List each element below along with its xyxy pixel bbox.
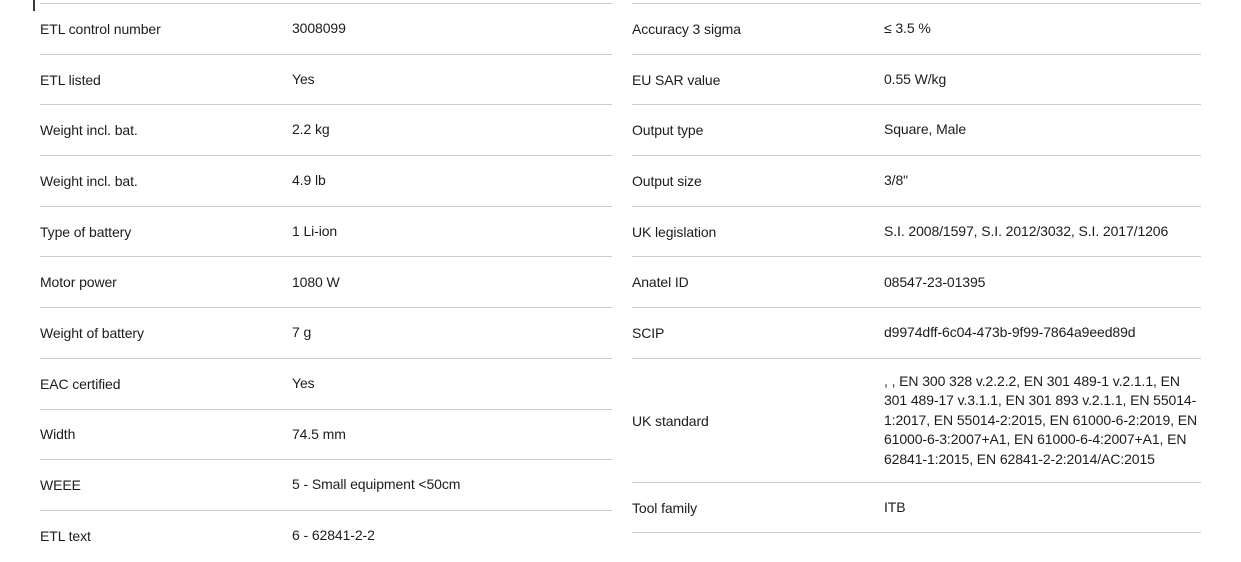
spec-row: WEEE 5 - Small equipment <50cm	[40, 459, 612, 510]
spec-label: Anatel ID	[632, 274, 689, 291]
spec-label: ETL control number	[40, 20, 161, 37]
spec-value: 3008099	[292, 20, 346, 37]
spec-value: 7 g	[292, 324, 312, 341]
spec-value: ≤ 3.5 %	[884, 20, 931, 37]
spec-row: ETL control number 3008099	[40, 3, 612, 54]
spec-row: Output size 3/8"	[632, 155, 1201, 206]
spec-row: Accuracy 3 sigma ≤ 3.5 %	[632, 3, 1201, 54]
spec-row: Weight incl. bat. 4.9 lb	[40, 155, 612, 206]
spec-value: Yes	[292, 70, 315, 87]
spec-row: SCIP d9974dff-6c04-473b-9f99-7864a9eed89…	[632, 307, 1201, 358]
spec-table-left: ETL control number 3008099 ETL listed Ye…	[40, 3, 612, 561]
spec-label: UK legislation	[632, 223, 717, 240]
spec-value: 1080 W	[292, 273, 340, 290]
spec-row: Weight incl. bat. 2.2 kg	[40, 104, 612, 155]
spec-label: Weight incl. bat.	[40, 172, 138, 189]
spec-label: WEEE	[40, 477, 81, 494]
spec-label: Motor power	[40, 274, 117, 291]
spec-label: EAC certified	[40, 375, 121, 392]
spec-label: UK standard	[632, 412, 709, 429]
spec-value: Yes	[292, 374, 315, 391]
spec-row: Type of battery 1 Li-ion	[40, 205, 612, 257]
spec-row: Weight of battery 7 g	[40, 307, 612, 358]
spec-value: , , EN 300 328 v.2.2.2, EN 301 489-1 v.2…	[884, 372, 1197, 467]
spec-row: Anatel ID 08547-23-01395	[632, 256, 1201, 307]
spec-row: Width 74.5 mm	[40, 408, 612, 460]
spec-label: Accuracy 3 sigma	[632, 20, 741, 37]
page-edge-artifact	[33, 0, 35, 11]
spec-value: ITB	[884, 498, 906, 515]
spec-label: EU SAR value	[632, 71, 721, 88]
spec-value: 5 - Small equipment <50cm	[292, 476, 461, 493]
spec-value: 08547-23-01395	[884, 273, 986, 290]
spec-row: EAC certified Yes	[40, 357, 612, 409]
spec-label: Weight of battery	[40, 324, 144, 341]
spec-value: Square, Male	[884, 121, 967, 138]
spec-label: Output size	[632, 172, 702, 189]
spec-value: 0.55 W/kg	[884, 70, 947, 87]
spec-label: Type of battery	[40, 223, 132, 240]
spec-label: Width	[40, 426, 76, 443]
spec-value: 6 - 62841-2-2	[292, 526, 375, 543]
spec-row: Motor power 1080 W	[40, 256, 612, 307]
spec-row: Output type Square, Male	[632, 104, 1201, 155]
spec-label: SCIP	[632, 324, 665, 341]
spec-label: Weight incl. bat.	[40, 122, 138, 139]
spec-row: EU SAR value 0.55 W/kg	[632, 53, 1201, 105]
spec-value: 74.5 mm	[292, 425, 346, 442]
spec-value: 3/8"	[884, 172, 909, 189]
spec-label: ETL text	[40, 527, 91, 544]
spec-value: 1 Li-ion	[292, 222, 338, 239]
spec-row: ETL text 6 - 62841-2-2	[40, 509, 612, 561]
spec-row: ETL listed Yes	[40, 53, 612, 105]
spec-value: d9974dff-6c04-473b-9f99-7864a9eed89d	[884, 324, 1136, 341]
spec-value: 2.2 kg	[292, 121, 330, 138]
spec-label: Output type	[632, 122, 704, 139]
spec-value: S.I. 2008/1597, S.I. 2012/3032, S.I. 201…	[884, 222, 1169, 239]
spec-row: UK legislation S.I. 2008/1597, S.I. 2012…	[632, 205, 1201, 257]
spec-value: 4.9 lb	[292, 172, 326, 189]
spec-label: ETL listed	[40, 71, 101, 88]
spec-label: Tool family	[632, 499, 698, 516]
spec-table-right: Accuracy 3 sigma ≤ 3.5 % EU SAR value 0.…	[632, 3, 1201, 533]
spec-row: UK standard , , EN 300 328 v.2.2.2, EN 3…	[632, 357, 1201, 483]
spec-row: Tool family ITB	[632, 482, 1201, 533]
